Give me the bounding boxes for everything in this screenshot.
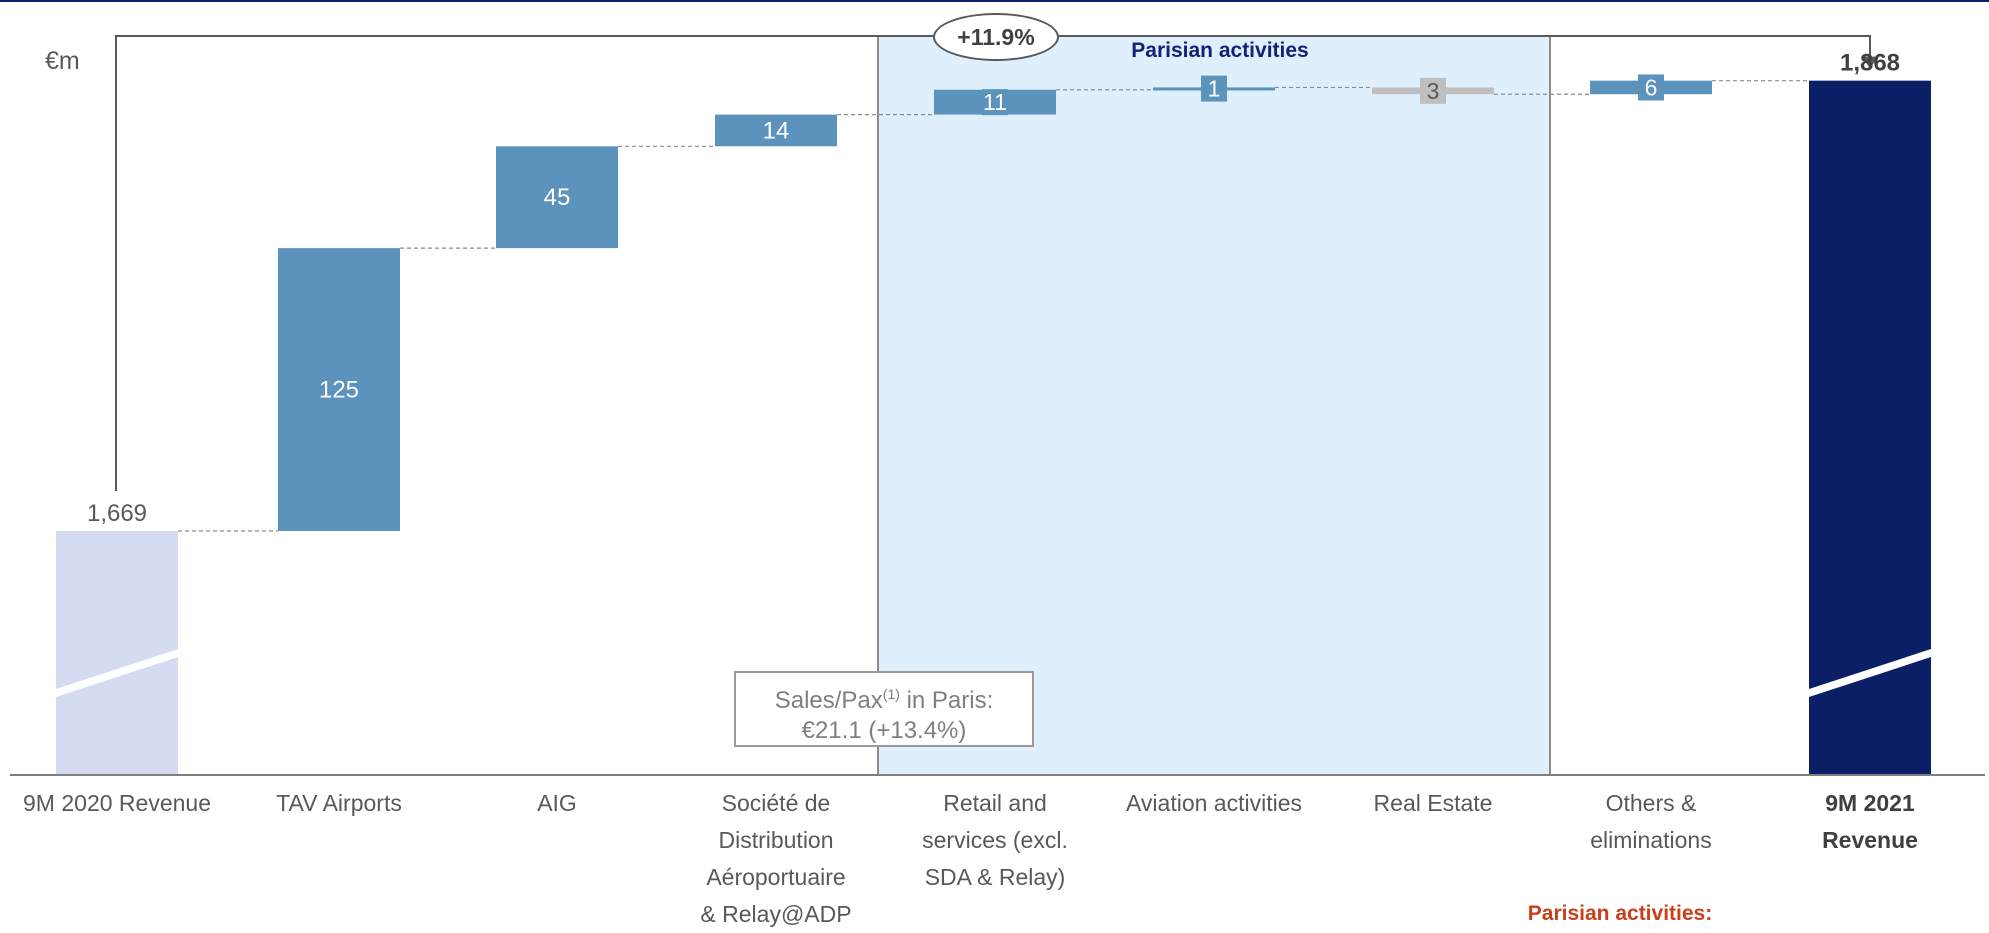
- category-label-1: TAV Airports: [244, 785, 434, 822]
- sales-note-footnote: (1): [882, 686, 900, 702]
- category-label-line: Others &: [1605, 790, 1697, 816]
- category-label-3: Société de Distribution Aéroportuaire & Rel…: [681, 785, 871, 933]
- unit-label: €m: [45, 47, 80, 75]
- bar-start: [56, 531, 178, 775]
- category-label-line: Aviation activities: [1126, 790, 1302, 816]
- top-rule: [0, 0, 1989, 2]
- category-label-line: & Relay@ADP: [700, 901, 852, 927]
- value-label-1: 125: [319, 377, 359, 404]
- value-label-2: 45: [544, 184, 571, 211]
- bar-step-1: [278, 248, 400, 531]
- sales-note-text-a: Sales/Pax: [774, 687, 883, 714]
- category-label-line: Société de: [721, 790, 831, 816]
- bar-step-3: [715, 114, 837, 147]
- category-label-0: 9M 2020 Revenue: [22, 785, 212, 822]
- bar-step-2: [496, 146, 618, 249]
- parisian-activities-title: Parisian activities: [1131, 39, 1309, 62]
- axis-break-start: [56, 649, 178, 697]
- value-label-4: 11: [983, 89, 1007, 115]
- value-label-start: 1,669: [87, 500, 147, 527]
- category-label-line: 9M 2020 Revenue: [23, 790, 211, 816]
- sales-note-text-b: in Paris:: [899, 687, 994, 714]
- category-label-2: AIG: [462, 785, 652, 822]
- category-label-8: 9M 2021 Revenue: [1775, 785, 1965, 859]
- category-label-line: Aéroportuaire: [706, 864, 846, 890]
- category-label-5: Aviation activities: [1119, 785, 1309, 822]
- category-label-line: Distribution: [718, 827, 834, 853]
- category-label-line: TAV Airports: [276, 790, 402, 816]
- category-label-line: services (excl.: [922, 827, 1068, 853]
- sales-per-pax-note: Sales/Pax(1) in Paris: €21.1 (+13.4%): [734, 671, 1034, 747]
- value-label-6: 3: [1427, 78, 1440, 104]
- parisian-activities-footnote: Parisian activities:: [1527, 902, 1713, 925]
- value-label-3: 14: [763, 117, 790, 144]
- value-tag-6: [1420, 77, 1446, 104]
- category-label-line: SDA & Relay): [924, 864, 1066, 890]
- axis-break-end: [1809, 649, 1931, 697]
- value-label-5: 1: [1208, 76, 1221, 102]
- category-label-line: Real Estate: [1373, 790, 1493, 816]
- parisian-activities-box: [877, 35, 1551, 776]
- category-label-line: Retail and: [943, 790, 1047, 816]
- category-label-line: eliminations: [1590, 827, 1712, 853]
- sales-note-value: €21.1 (+13.4%): [801, 717, 967, 744]
- growth-arrowhead: [1862, 56, 1878, 69]
- value-label-7: 6: [1645, 74, 1658, 100]
- value-tag-4: [982, 89, 1008, 116]
- value-tag-5: [1201, 75, 1227, 102]
- value-label-end: 1,868: [1840, 50, 1900, 77]
- category-label-6: Real Estate: [1338, 785, 1528, 822]
- category-label-line: AIG: [537, 790, 577, 816]
- value-tag-7: [1638, 74, 1664, 101]
- category-label-4: Retail and services (excl. SDA & Relay): [900, 785, 1090, 896]
- growth-badge: +11.9%: [933, 13, 1059, 61]
- category-label-7: Others & eliminations: [1556, 785, 1746, 859]
- category-label-line: 9M 2021 Revenue: [1822, 790, 1918, 853]
